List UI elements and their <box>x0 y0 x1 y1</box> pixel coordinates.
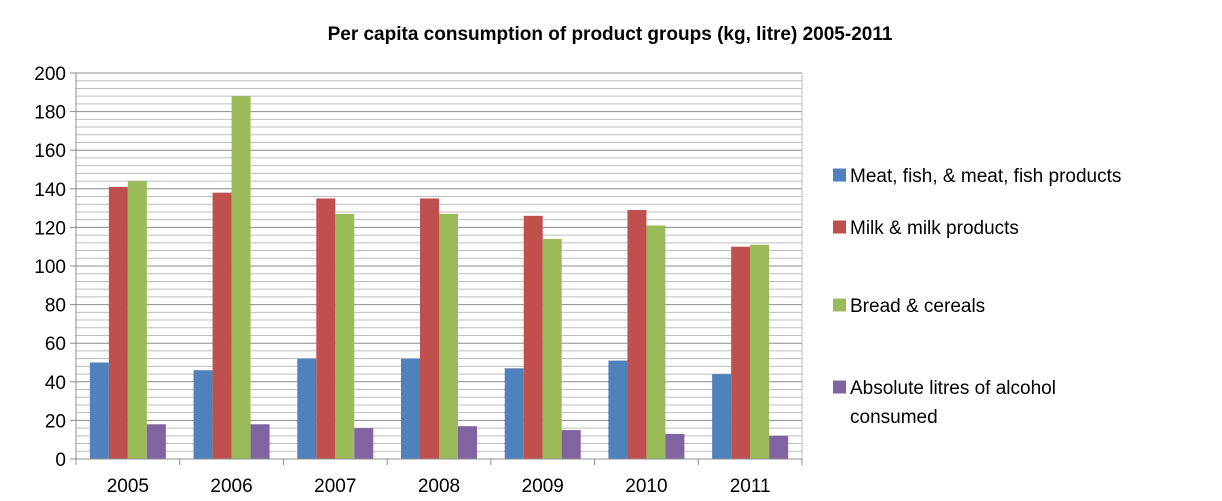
y-tick-label: 80 <box>45 296 66 317</box>
y-tick-label: 140 <box>34 180 66 201</box>
y-tick-label: 60 <box>45 334 66 355</box>
bar <box>769 435 789 459</box>
bar <box>608 360 628 459</box>
bar <box>458 426 477 459</box>
bar <box>504 368 524 459</box>
legend-label-line: Bread & cereals <box>850 296 985 317</box>
legend: Meat, fish, & meat, fish products Milk & … <box>833 166 1121 428</box>
bar <box>523 215 543 459</box>
x-tick-label: 2006 <box>210 476 252 497</box>
bar <box>127 181 147 459</box>
legend-label-line: consumed <box>850 407 938 428</box>
y-tick-label: 120 <box>34 218 66 239</box>
y-tick-label: 160 <box>34 141 66 162</box>
bar <box>627 210 647 459</box>
y-tick-label: 40 <box>45 373 66 394</box>
legend-swatch <box>833 298 846 312</box>
legend-label-line: Absolute litres of alcohol <box>850 378 1056 399</box>
x-tick-label: 2009 <box>522 476 564 497</box>
axes: 0 20 40 60 80 100 120 140 160 180 200 2005 2006 2007 2… <box>34 64 803 497</box>
bar <box>146 424 166 459</box>
bar <box>750 244 770 459</box>
x-tick-label: 2010 <box>625 476 667 497</box>
legend-swatch <box>833 168 846 182</box>
bar <box>561 430 581 459</box>
bar <box>401 358 420 459</box>
bar <box>731 246 751 459</box>
y-tick-label: 20 <box>45 411 66 432</box>
bar <box>212 192 232 459</box>
bar <box>646 225 666 459</box>
y-tick-label: 200 <box>34 64 66 85</box>
y-tick-label: 0 <box>55 450 66 471</box>
y-tick-label: 100 <box>34 257 66 278</box>
bar <box>354 428 374 459</box>
legend-swatch <box>833 380 846 394</box>
bar <box>193 370 213 459</box>
legend-label: Milk & milk products <box>850 218 1019 239</box>
x-tick-label: 2007 <box>314 476 356 497</box>
bar <box>665 433 685 459</box>
legend-swatch <box>833 220 846 234</box>
y-tick-label: 180 <box>34 103 66 124</box>
chart-title: Per capita consumption of product groups… <box>328 24 893 45</box>
x-tick-label: 2005 <box>107 476 149 497</box>
x-tick-label: 2008 <box>418 476 460 497</box>
bar <box>316 198 336 459</box>
bar <box>542 238 562 459</box>
legend-label: Absolute litres of alcohol consumed <box>850 378 1056 428</box>
bar <box>335 213 355 459</box>
bar <box>108 186 128 459</box>
bar <box>89 362 109 459</box>
bar <box>231 96 251 459</box>
legend-label-line: Meat, fish, & meat, fish products <box>850 166 1121 187</box>
bar <box>420 198 439 459</box>
bar <box>297 358 317 459</box>
x-tick-label: 2011 <box>730 476 771 497</box>
legend-label: Bread & cereals <box>850 296 985 317</box>
bar <box>250 424 270 459</box>
bar <box>712 374 732 459</box>
legend-label: Meat, fish, & meat, fish products <box>850 166 1121 187</box>
bars <box>89 96 789 459</box>
bar <box>439 213 458 459</box>
legend-label-line: Milk & milk products <box>850 218 1019 239</box>
